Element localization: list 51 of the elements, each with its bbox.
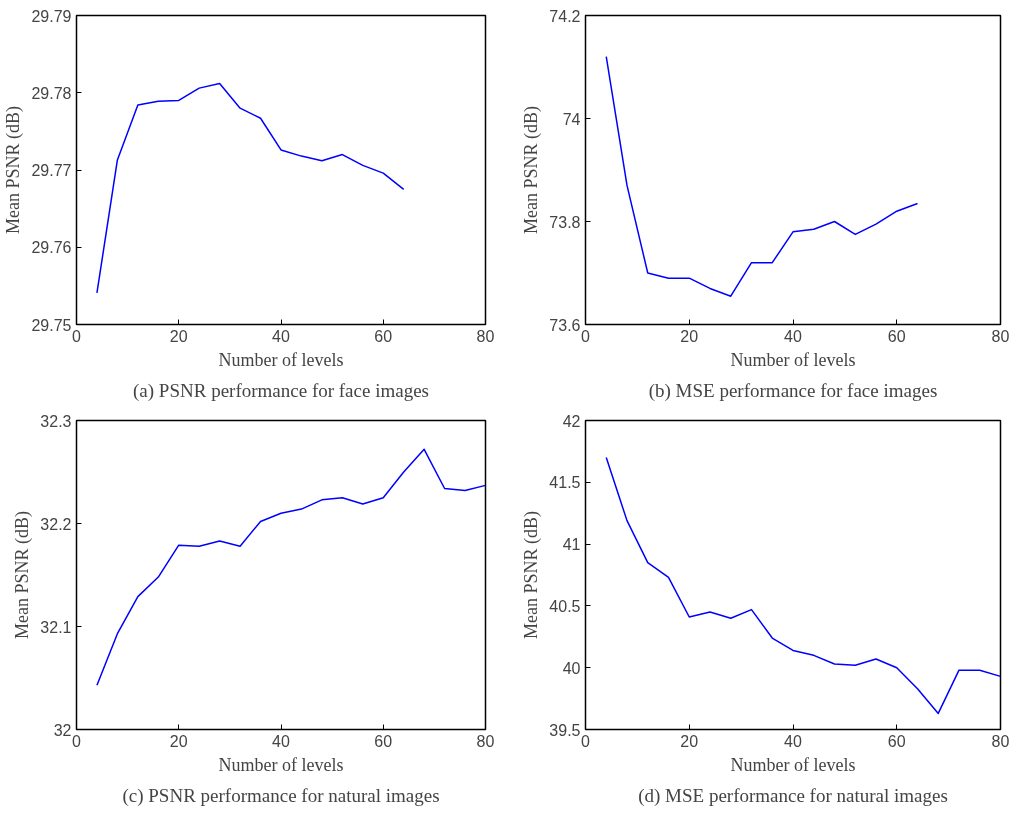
y-tick-label: 74	[562, 110, 581, 128]
x-tick-label: 60	[374, 732, 393, 750]
x-tick-label: 20	[680, 732, 699, 750]
y-tick-label: 32.2	[40, 515, 72, 533]
y-tick-label: 29.75	[31, 316, 72, 334]
y-axis-title: Mean PSNR (dB)	[521, 510, 543, 639]
y-tick-label: 29.76	[31, 239, 72, 257]
y-axis-title: Mean PSNR (dB)	[521, 105, 543, 234]
x-tick-label: 40	[784, 732, 802, 750]
y-axis-title: Mean PSNR (dB)	[12, 510, 34, 639]
x-tick-label: 40	[784, 327, 802, 345]
x-tick-label: 60	[374, 327, 393, 345]
x-tick-label: 80	[991, 732, 1010, 750]
y-tick-label: 73.6	[549, 316, 581, 334]
y-tick-label: 32	[53, 721, 72, 739]
x-tick-label: 80	[476, 327, 495, 345]
x-tick-label: 20	[169, 327, 188, 345]
x-tick-label: 0	[72, 327, 82, 345]
x-tick-label: 0	[581, 327, 591, 345]
x-tick-label: 0	[72, 732, 82, 750]
y-tick-label: 32.3	[40, 412, 72, 430]
text: (a) PSNR performance for face images	[133, 379, 429, 402]
text: (c) PSNR performance for natural images	[122, 784, 440, 807]
x-axis-title: Number of levels	[218, 754, 344, 775]
y-tick-label: 41.5	[549, 474, 581, 492]
x-tick-label: 60	[887, 732, 906, 750]
y-tick-label: 41	[562, 536, 581, 554]
x-axis-title: Number of levels	[730, 349, 856, 370]
y-tick-label: 29.79	[31, 7, 72, 25]
x-tick-label: 60	[887, 327, 906, 345]
y-tick-label: 29.77	[31, 162, 72, 179]
y-axis-title: Mean PSNR (dB)	[3, 105, 25, 234]
y-tick-label: 29.78	[31, 84, 72, 102]
text: (d) MSE performance for natural images	[638, 784, 948, 807]
x-tick-label: 40	[272, 732, 290, 750]
y-tick-label: 73.8	[549, 213, 581, 231]
y-tick-label: 40	[562, 659, 581, 677]
y-tick-label: 40.5	[549, 597, 581, 615]
x-tick-label: 80	[991, 327, 1010, 345]
y-tick-label: 42	[562, 412, 581, 430]
x-tick-label: 0	[581, 732, 591, 750]
y-tick-label: 74.2	[549, 7, 581, 25]
x-tick-label: 80	[476, 732, 495, 750]
x-tick-label: 20	[169, 732, 188, 750]
text: (b) MSE performance for face images	[648, 379, 938, 402]
x-axis-title: Number of levels	[218, 349, 344, 370]
y-tick-label: 39.5	[549, 721, 581, 739]
x-tick-label: 40	[272, 327, 290, 345]
x-tick-label: 20	[680, 327, 699, 345]
x-axis-title: Number of levels	[730, 754, 856, 775]
y-tick-label: 32.1	[40, 618, 72, 636]
